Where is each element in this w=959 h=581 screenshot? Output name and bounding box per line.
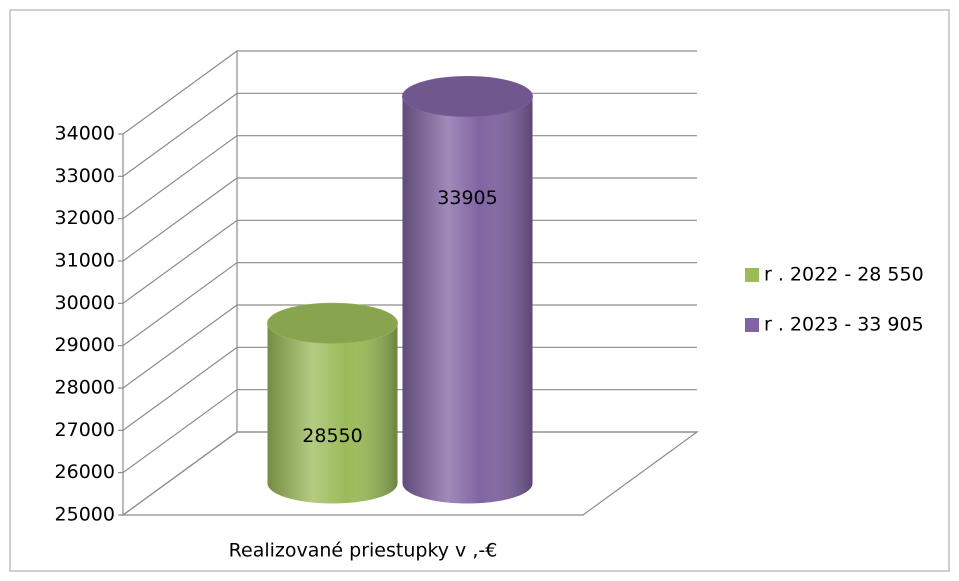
cylinder-top-shade xyxy=(402,76,533,117)
legend-label: r . 2022 - 28 550 xyxy=(764,264,924,286)
grid-line xyxy=(122,50,697,135)
y-tick-label: 32000 xyxy=(55,207,115,229)
y-tick-label: 30000 xyxy=(55,292,115,314)
grid-line xyxy=(122,135,697,220)
y-tick-label: 25000 xyxy=(55,504,115,526)
grid-line xyxy=(122,304,697,389)
grid-line xyxy=(122,346,697,431)
y-tick-label: 28000 xyxy=(55,377,115,399)
cylinder-top-shade xyxy=(267,303,398,344)
y-tick-label: 31000 xyxy=(55,250,115,272)
grid-line xyxy=(122,177,697,262)
legend-swatch xyxy=(745,268,759,282)
y-tick-label: 27000 xyxy=(55,419,115,441)
x-tick-label: Realizované priestupky v ,-€ xyxy=(229,540,498,562)
grid-line xyxy=(122,431,697,516)
data-label: 33905 xyxy=(437,187,497,209)
legend-label: r . 2023 - 33 905 xyxy=(764,314,924,336)
cylinder-shade xyxy=(267,323,398,504)
data-label: 28550 xyxy=(302,425,362,447)
grid-line xyxy=(122,92,697,177)
legend-swatch xyxy=(745,318,759,332)
y-tick-label: 29000 xyxy=(55,334,115,356)
cylinder-top xyxy=(267,302,398,344)
y-tick-label: 33000 xyxy=(55,165,115,187)
grid-line xyxy=(122,389,697,474)
grid-line xyxy=(122,262,697,347)
cylinder-top xyxy=(402,76,533,118)
y-tick-label: 34000 xyxy=(55,123,115,145)
y-tick-label: 26000 xyxy=(55,461,115,483)
cylinder-shade xyxy=(402,96,533,504)
grid-line xyxy=(122,219,697,304)
